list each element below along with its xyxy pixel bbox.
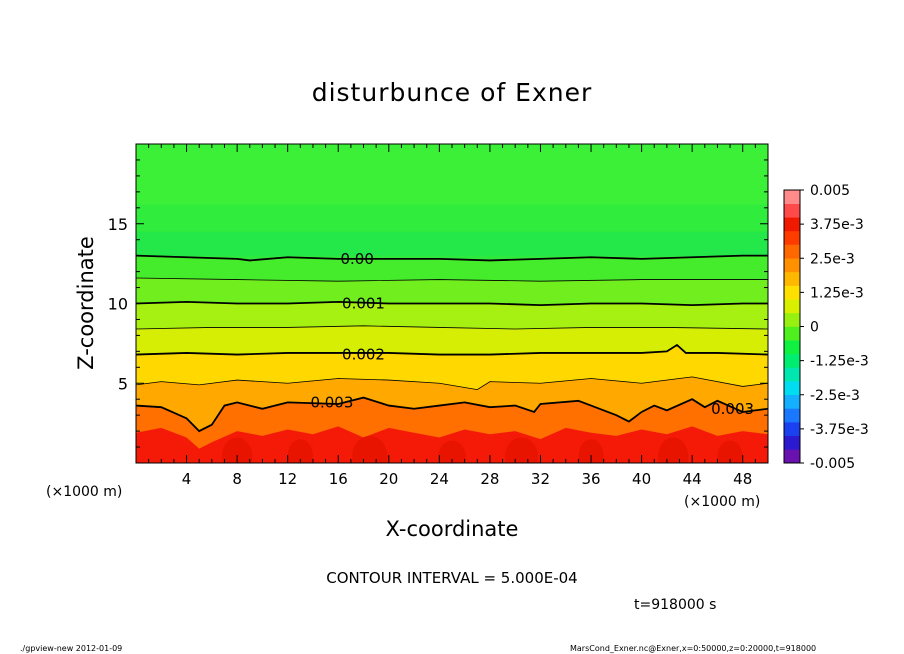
y-axis-label: Z-coordinate — [74, 236, 98, 370]
x-unit-right: (×1000 m) — [684, 494, 760, 510]
field-patch-6 — [658, 437, 689, 463]
colorbar-tick-label: 0.005 — [810, 183, 850, 199]
field-patch-1 — [287, 439, 313, 463]
field-patch-3 — [438, 440, 466, 463]
chart-title: disturbunce of Exner — [312, 78, 593, 107]
field-band-upper2 — [136, 231, 768, 256]
field-patch-4 — [505, 437, 538, 463]
colorbar-swatch — [784, 230, 800, 245]
contour-label-4: 0.003 — [711, 400, 754, 418]
x-tick-label: 4 — [182, 470, 192, 488]
colorbar-swatch — [784, 408, 800, 423]
colorbar-tick-label: -2.5e-3 — [810, 388, 860, 404]
colorbar-swatch — [784, 190, 800, 204]
colorbar-swatch — [784, 299, 800, 314]
colorbar-swatch — [784, 312, 800, 327]
y-tick-label: 5 — [118, 374, 128, 393]
colorbar — [783, 189, 801, 464]
x-tick-label: 44 — [683, 470, 702, 488]
field-patch-2 — [352, 435, 388, 463]
colorbar-swatch — [784, 449, 800, 464]
y-tick-label: 10 — [108, 295, 128, 314]
contour-label-0: 0.00 — [340, 250, 373, 268]
x-axis: 4 8 12 16 20 24 28 32 36 40 44 48 — [148, 144, 756, 488]
field-band-top — [136, 144, 768, 205]
colorbar-swatch — [784, 340, 800, 355]
x-unit-left: (×1000 m) — [46, 484, 122, 500]
contour-label-1: 0.001 — [342, 295, 385, 313]
colorbar-swatch — [784, 353, 800, 368]
footer-left: ./gpview-new 2012-01-09 — [20, 644, 122, 653]
x-tick-label: 32 — [531, 470, 550, 488]
colorbar-swatch — [784, 258, 800, 273]
x-axis-label: X-coordinate — [386, 517, 519, 541]
x-tick-label: 12 — [278, 470, 297, 488]
contour-line-6 — [136, 396, 768, 433]
x-tick-label: 24 — [430, 470, 449, 488]
y-axis: 5 10 15 — [108, 159, 768, 448]
field-patch-7 — [717, 440, 743, 463]
x-tick-label: 40 — [632, 470, 651, 488]
colorbar-tick-label: 2.5e-3 — [810, 251, 855, 267]
contour-line-4 — [136, 343, 768, 356]
colorbar-tick-label: 3.75e-3 — [810, 217, 864, 233]
time-text: t=918000 s — [634, 597, 716, 613]
contour-label-2: 0.002 — [342, 346, 385, 364]
contour-line-2 — [136, 301, 768, 306]
contour-interval-text: CONTOUR INTERVAL = 5.000E-04 — [326, 569, 577, 587]
x-tick-label: 48 — [733, 470, 752, 488]
contour-line-3 — [136, 325, 768, 330]
x-tick-label: 36 — [581, 470, 600, 488]
colorbar-swatch — [784, 367, 800, 382]
contour-lines — [136, 254, 768, 433]
field-band-upper — [136, 204, 768, 232]
colorbar-labels: 0.005 3.75e-3 2.5e-3 1.25e-3 0 -1.25e-3 -2.5e-… — [800, 183, 869, 472]
contour-line-5 — [136, 376, 768, 391]
field-patch-5 — [578, 439, 604, 463]
colorbar-tick-label: 0 — [810, 320, 819, 336]
x-tick-label: 16 — [329, 470, 348, 488]
y-tick-label: 15 — [108, 215, 128, 234]
colorbar-swatch — [784, 271, 800, 286]
colorbar-tick-label: -0.005 — [810, 456, 855, 472]
colorbar-tick-label: 1.25e-3 — [810, 285, 864, 301]
contour-line-0 — [136, 254, 768, 262]
colorbar-swatch — [784, 244, 800, 259]
colorbar-swatch — [784, 217, 800, 232]
filled-field — [136, 144, 768, 463]
colorbar-tick-label: -1.25e-3 — [810, 354, 869, 370]
colorbar-swatch — [784, 435, 800, 450]
contour-label-3: 0.003 — [310, 393, 353, 411]
colorbar-swatch — [784, 285, 800, 300]
colorbar-swatch — [784, 326, 800, 341]
x-tick-label: 8 — [232, 470, 242, 488]
contour-labels: 0.00 0.001 0.002 0.003 0.003 — [310, 250, 754, 418]
colorbar-tick-label: -3.75e-3 — [810, 422, 869, 438]
colorbar-swatch — [784, 422, 800, 436]
colorbar-swatch — [784, 203, 800, 218]
contour-line-1 — [136, 277, 768, 282]
field-patch-0 — [221, 437, 253, 463]
colorbar-swatch — [784, 381, 800, 396]
x-tick-label: 20 — [379, 470, 398, 488]
x-tick-label: 28 — [480, 470, 499, 488]
colorbar-swatch — [784, 394, 800, 409]
footer-right: MarsCond_Exner.nc@Exner,x=0:50000,z=0:20… — [570, 644, 816, 653]
